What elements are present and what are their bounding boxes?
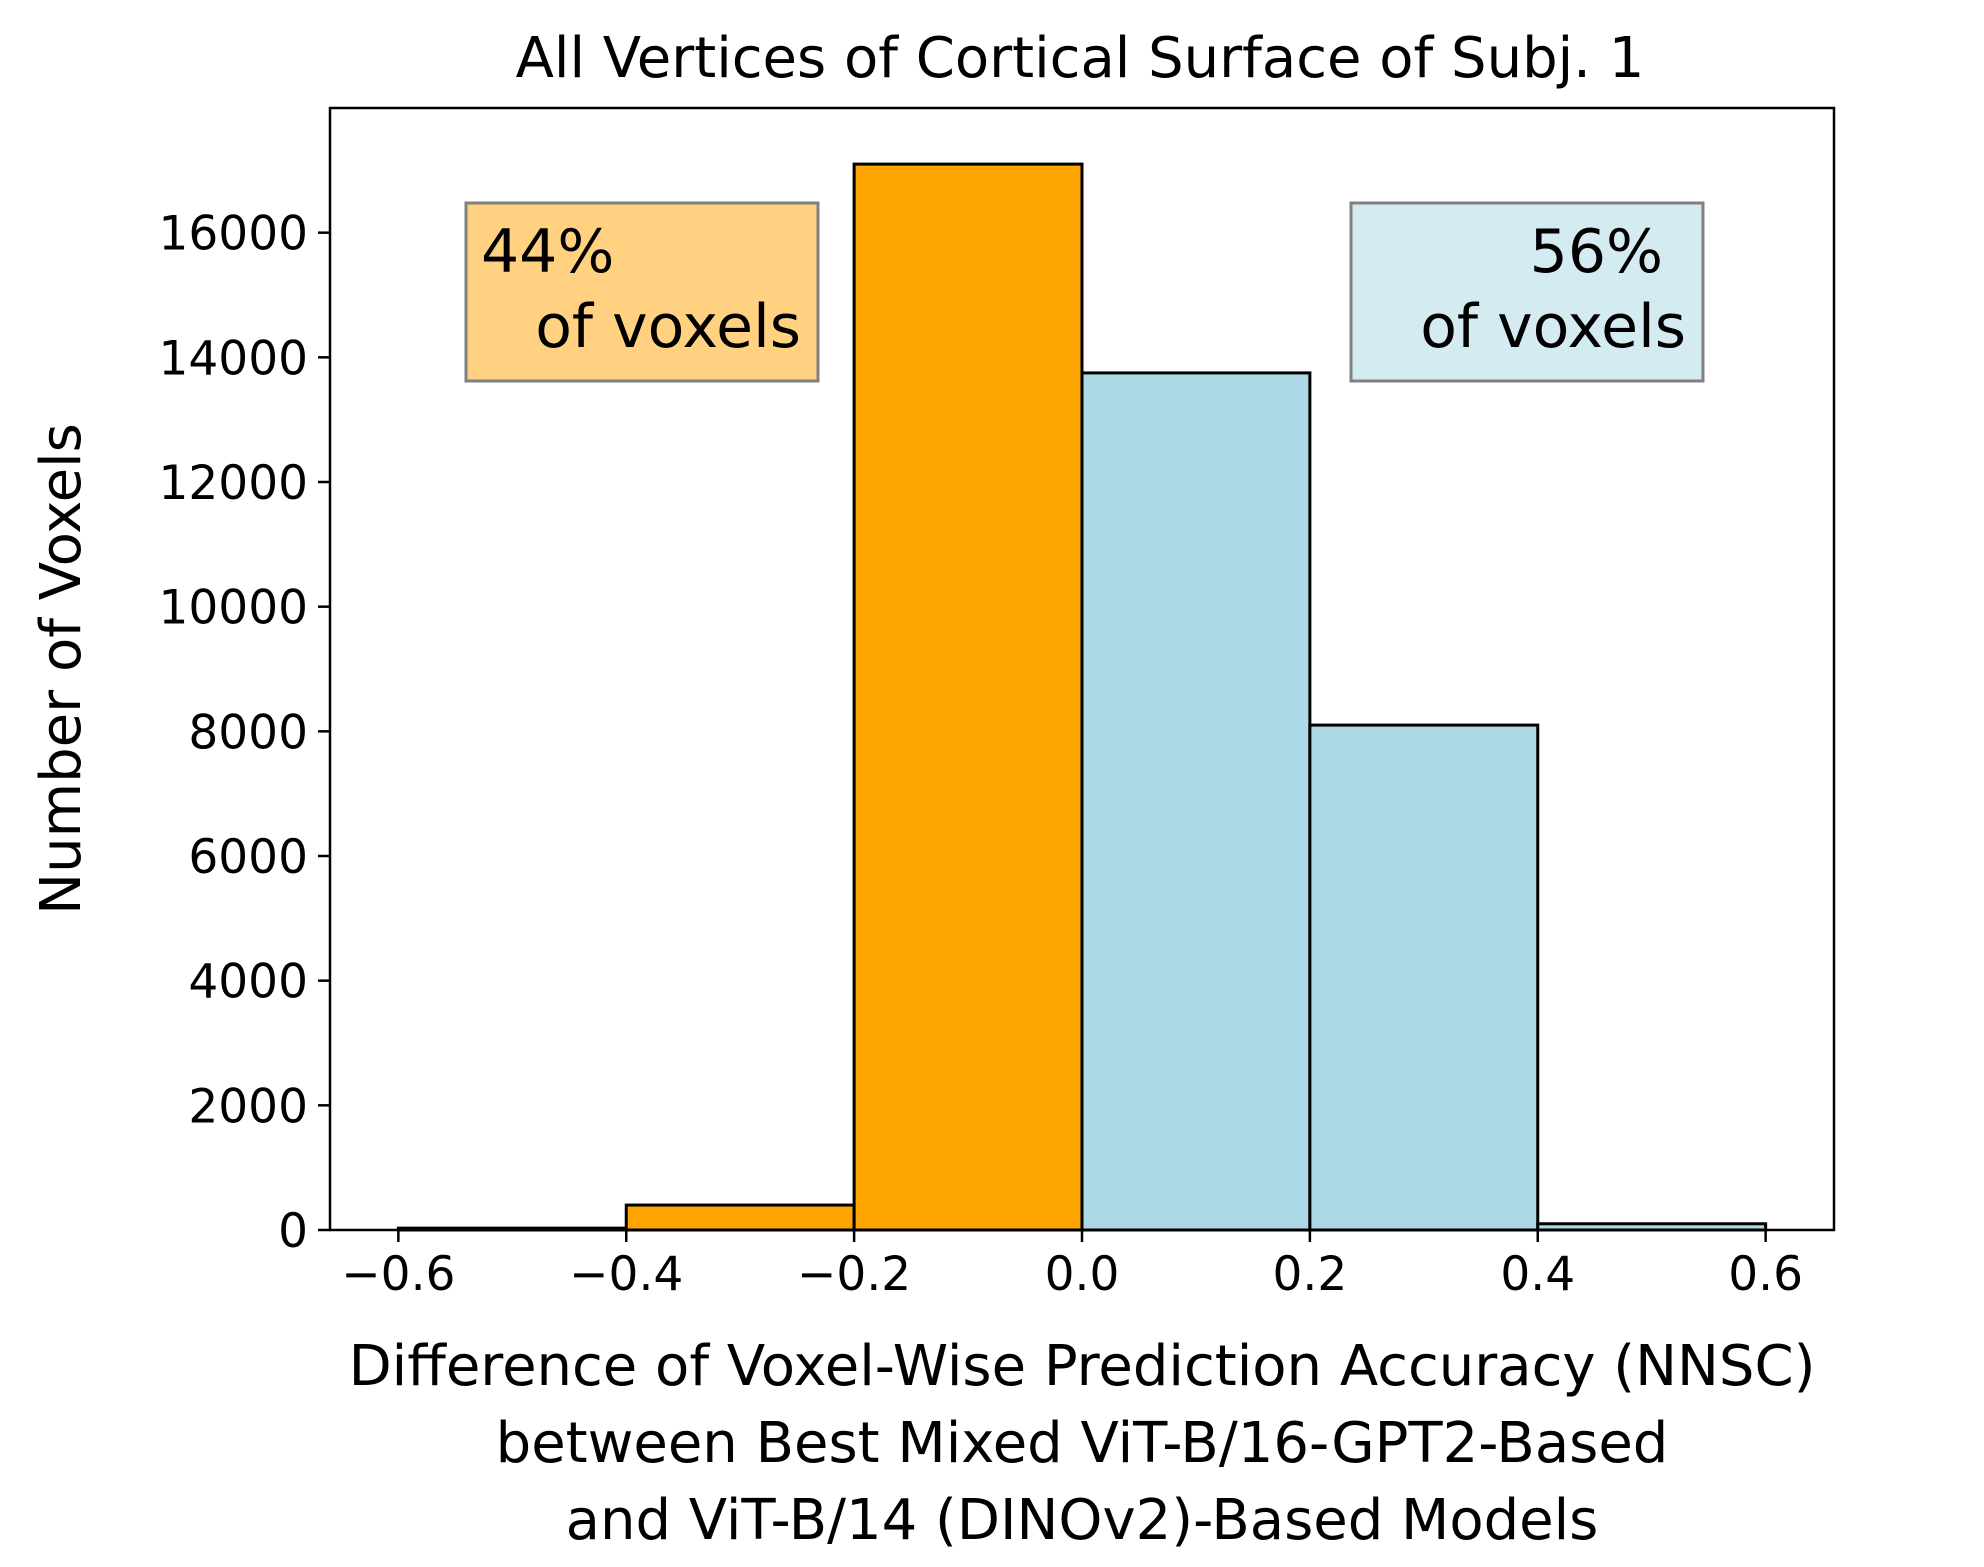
annotation-right-box: [1349, 201, 1705, 383]
x-tick-label: −0.4: [569, 1247, 683, 1302]
x-axis-label-line-3: and ViT-B/14 (DINOv2)-Based Models: [566, 1488, 1599, 1553]
bars-group: [396, 162, 1768, 1232]
x-tick-label: 0.4: [1500, 1247, 1575, 1302]
x-tick-label: −0.6: [341, 1247, 455, 1302]
x-tick-label: 0.2: [1273, 1247, 1348, 1302]
histogram-bar-2: [624, 1203, 856, 1232]
histogram-bar-5: [1308, 723, 1540, 1232]
histogram-bar-3: [852, 162, 1084, 1232]
histogram-bar-4: [1080, 371, 1312, 1232]
x-axis: −0.6 −0.4 −0.2 0.0 0.2 0.4 0.6: [341, 1230, 1803, 1302]
y-tick-label: 8000: [188, 705, 308, 760]
annotation-right-label: of voxels: [1420, 292, 1686, 362]
annotation-right: 56% of voxels: [1349, 201, 1705, 383]
y-tick-label: 10000: [158, 581, 308, 636]
y-tick-label: 12000: [158, 456, 308, 511]
x-tick-label: −0.2: [797, 1247, 911, 1302]
y-axis: 0 2000 4000 6000 8000 10000 12000 14000 16000: [158, 207, 330, 1259]
annotation-left-label: of voxels: [535, 292, 801, 362]
y-tick-label: 14000: [158, 331, 308, 386]
x-axis-label-line-1: Difference of Voxel-Wise Prediction Accu…: [349, 1334, 1816, 1399]
annotation-right-percent: 56%: [1530, 217, 1663, 287]
y-tick-label: 4000: [188, 955, 308, 1010]
annotation-left-box: [464, 201, 820, 383]
annotation-left: 44% of voxels: [464, 201, 820, 383]
annotation-left-percent: 44%: [481, 217, 614, 287]
y-tick-label: 16000: [158, 207, 308, 262]
y-tick-label: 2000: [188, 1079, 308, 1134]
y-tick-label: 6000: [188, 830, 308, 885]
y-axis-label: Number of Voxels: [29, 423, 94, 915]
x-axis-label-line-2: between Best Mixed ViT-B/16-GPT2-Based: [496, 1411, 1669, 1476]
chart-title: All Vertices of Cortical Surface of Subj…: [516, 26, 1645, 91]
y-tick-label: 0: [278, 1204, 308, 1259]
x-tick-label: 0.0: [1045, 1247, 1120, 1302]
x-tick-label: 0.6: [1728, 1247, 1803, 1302]
